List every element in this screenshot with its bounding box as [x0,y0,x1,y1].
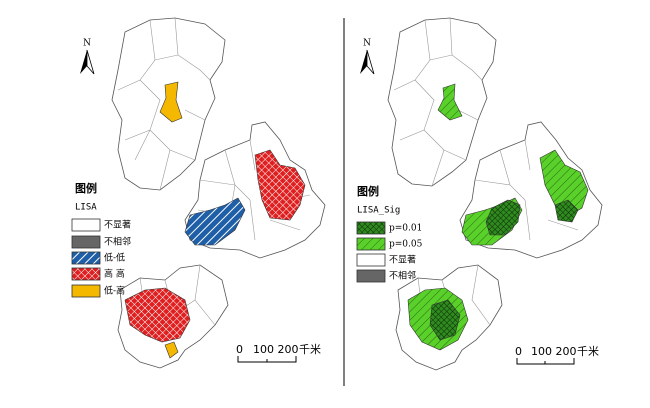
scale-bar: 0 100 200 千米 [236,343,321,363]
legend-item: 低-低 [104,252,125,264]
region-north [387,17,497,187]
legend-item: 低-高 [104,285,125,297]
legend-item: p=0.01 [389,224,422,234]
left-panel: N 图例 LISA 不显著 不相邻 低-低 高 高 低-高 0 100 200 … [71,17,326,369]
scale-label: 100 200 [531,345,577,358]
scale-bar: 0 100 200 千米 [515,345,599,365]
scale-label: 100 200 [253,343,299,356]
legend-item: p=0.05 [389,240,423,250]
legend-subtitle: LISA_Sig [357,206,400,216]
legend-subtitle: LISA [75,203,97,213]
scale-label: 0 [236,343,243,356]
region-east [184,121,326,259]
north-label: N [363,39,371,49]
legend-item: 不显著 [104,219,131,231]
scale-label: 千米 [299,343,321,356]
legend-item: 高 高 [104,268,125,280]
legend-item: 不相邻 [104,236,131,248]
legend: 图例 LISA 不显著 不相邻 低-低 高 高 低-高 [71,181,131,298]
legend-title: 图例 [75,181,97,195]
legend-item: 不显著 [389,254,416,266]
scale-label: 千米 [577,345,599,358]
legend: 图例 LISA_Sig p=0.01 p=0.05 不显著 不相邻 [356,184,423,283]
region-south [117,264,229,369]
legend-item: 不相邻 [389,270,416,282]
right-panel: N 图例 LISA_Sig p=0.01 p=0.05 不显著 不相邻 0 10… [356,17,603,371]
region-north [111,17,226,191]
legend-title: 图例 [357,184,379,198]
region-east [459,121,603,259]
north-arrow: N [360,39,375,75]
north-label: N [83,39,91,49]
region-south [395,264,503,371]
north-arrow: N [80,39,95,75]
scale-label: 0 [515,345,522,358]
